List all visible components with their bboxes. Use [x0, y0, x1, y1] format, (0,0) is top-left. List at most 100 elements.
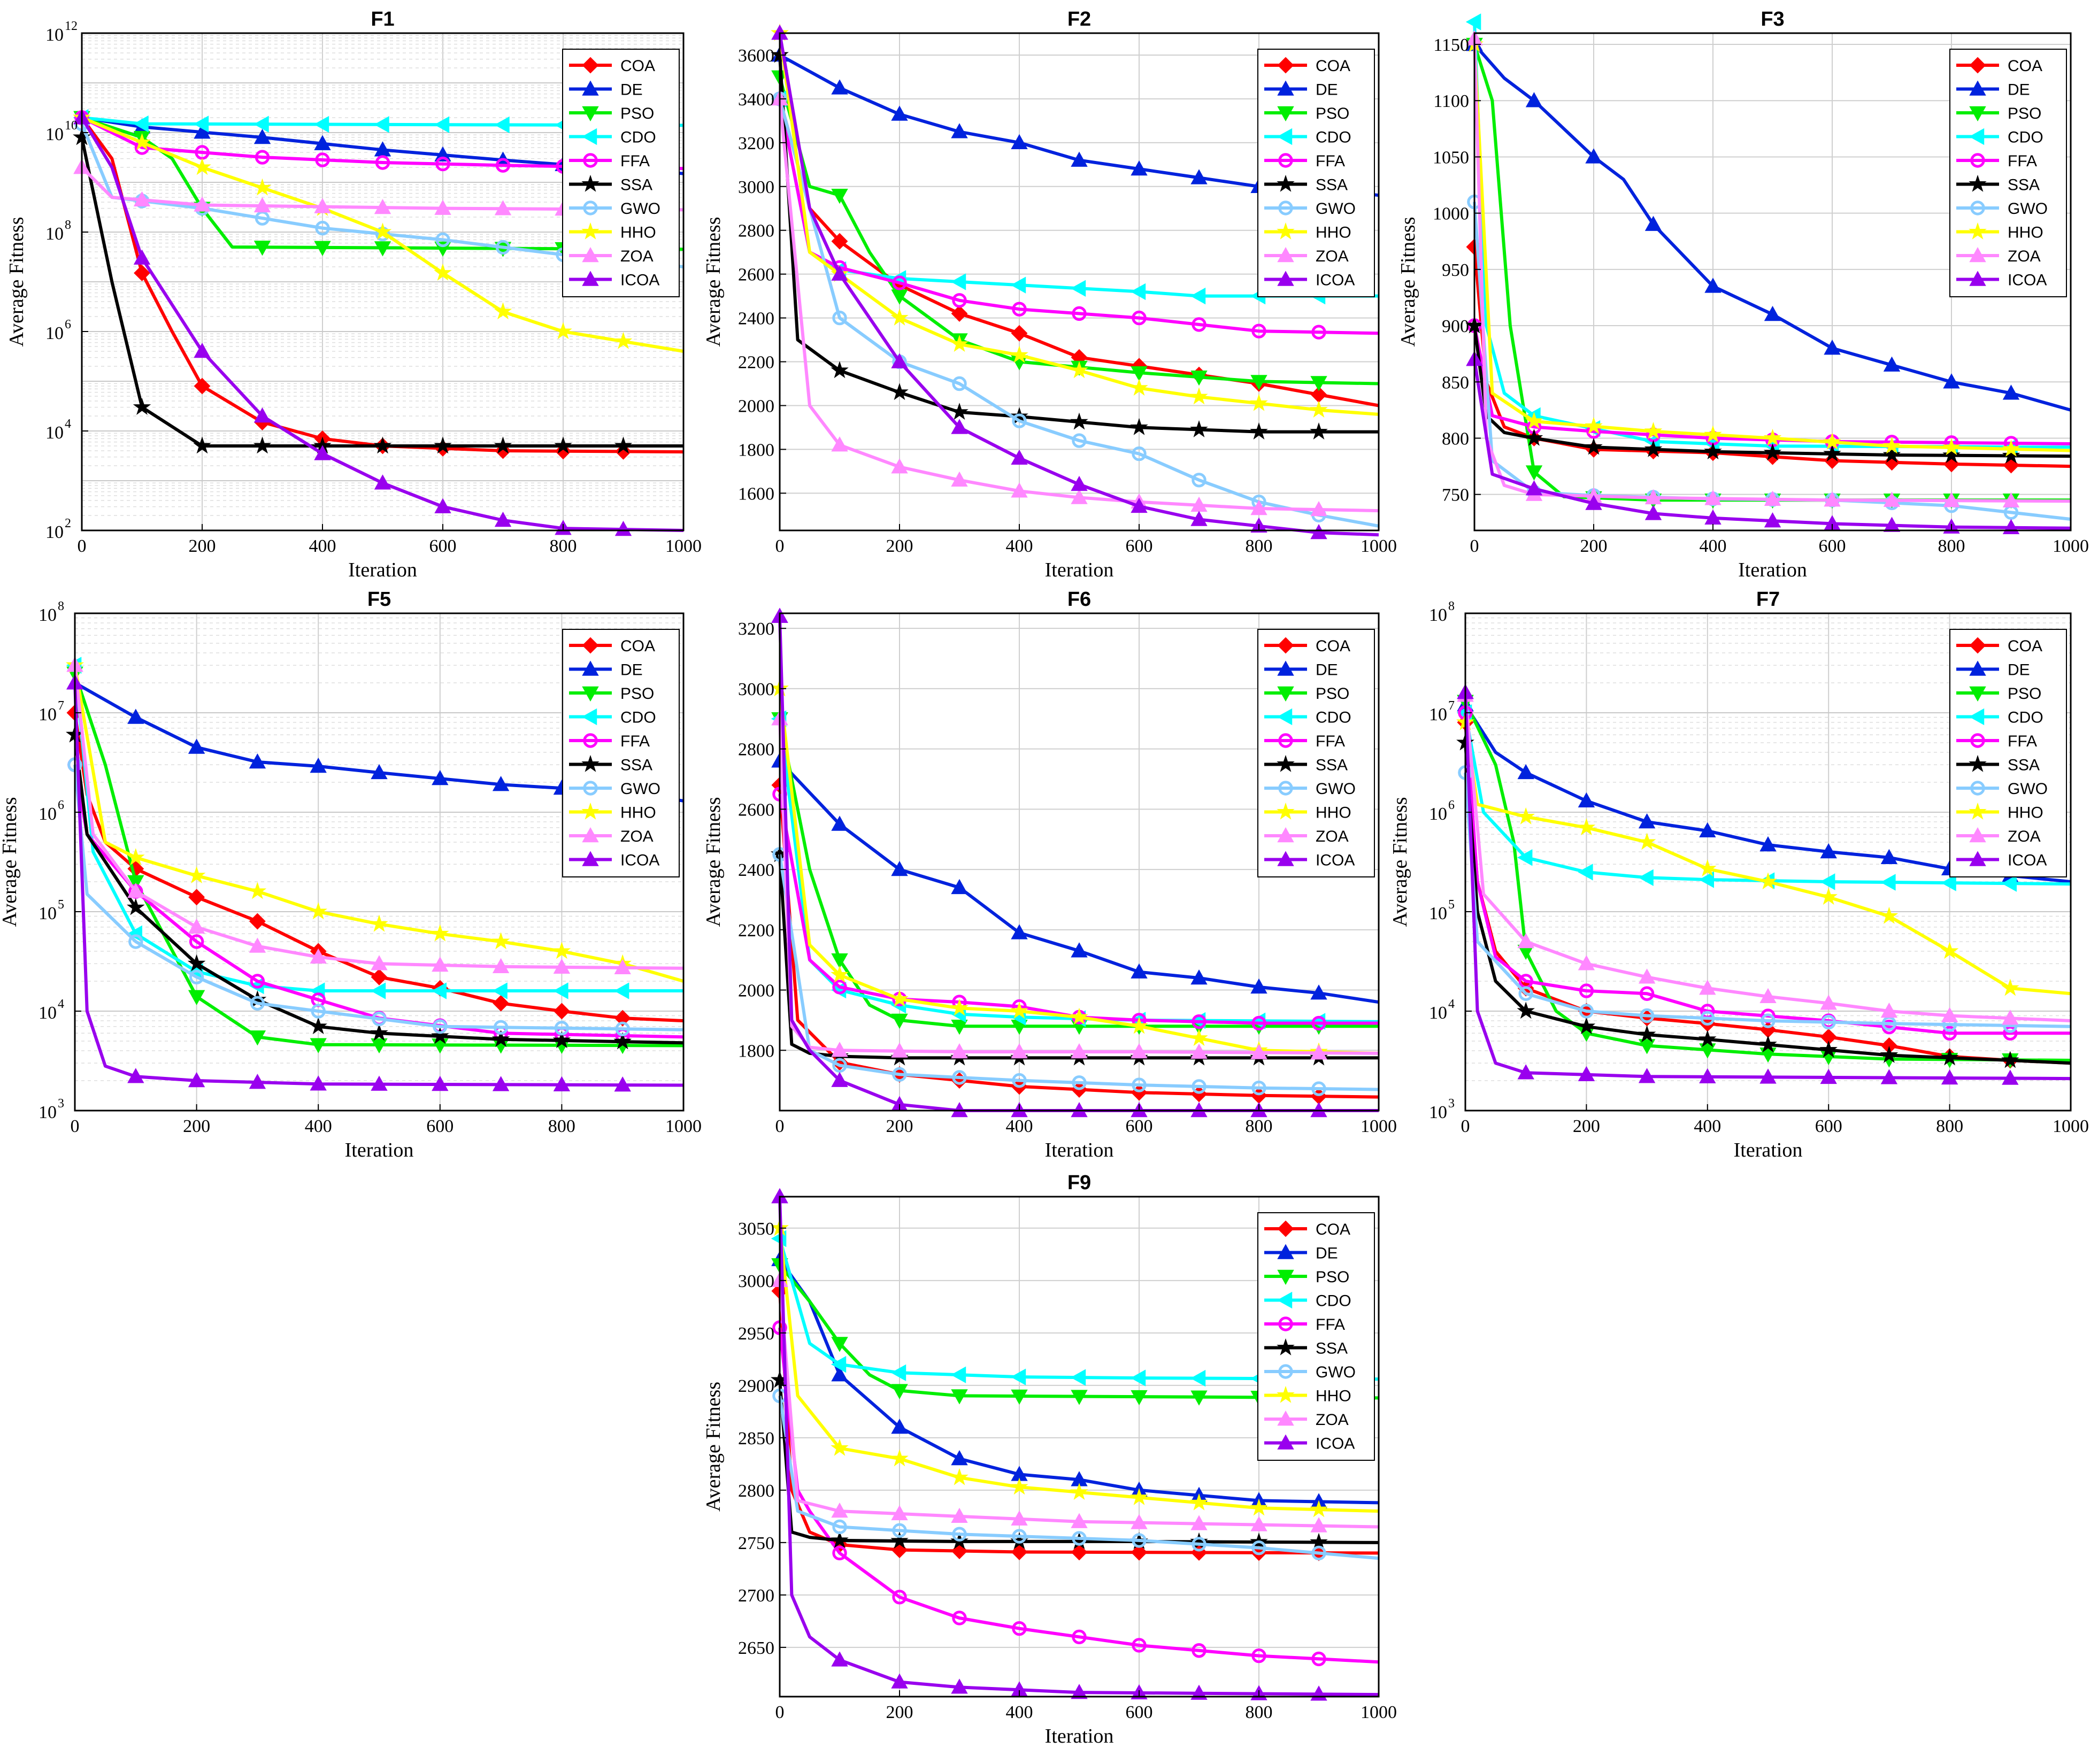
- data-point-icoa: [1071, 1684, 1088, 1699]
- data-point-icoa: [1883, 517, 1901, 532]
- series-line-cdo: [1464, 712, 2071, 886]
- data-point-hho: [494, 302, 512, 320]
- chart-title: F7: [1756, 588, 1780, 611]
- y-tick-label: 2000: [738, 981, 774, 1001]
- data-point-ffa: [1579, 983, 1594, 998]
- legend-label-cdo: CDO: [1316, 1292, 1351, 1310]
- data-point-hho: [133, 133, 151, 150]
- legend-marker: [1278, 781, 1293, 796]
- x-tick-label: 1000: [2053, 1116, 2089, 1136]
- legend-label-icoa: ICOA: [1316, 1435, 1355, 1453]
- series-line-pso: [778, 718, 1379, 1028]
- data-point-ssa: [1310, 422, 1328, 440]
- data-point-zoa: [1578, 955, 1595, 970]
- data-point-icoa: [1638, 1068, 1656, 1083]
- data-point-de: [891, 861, 908, 876]
- legend-marker: [583, 733, 598, 748]
- x-tick-label: 400: [1006, 536, 1033, 556]
- data-point-zoa: [492, 958, 510, 974]
- data-point-gwo: [615, 1021, 630, 1037]
- chart-panel-f9: 0 200 400 600 800 1000 2650 2700 2750 2800 2850 290…: [702, 1172, 1397, 1747]
- x-tick-label: 0: [775, 1703, 785, 1722]
- data-point-pso: [374, 241, 391, 257]
- y-tick-label: 10: [45, 323, 64, 343]
- y-tick-exponent: 5: [58, 898, 64, 912]
- data-point-ssa: [187, 954, 206, 972]
- data-point-zoa: [1883, 491, 1901, 507]
- data-point-ssa: [1130, 418, 1148, 435]
- legend-label-hho: HHO: [2008, 804, 2043, 822]
- y-axis-label: Average Fitness: [1389, 797, 1411, 927]
- data-point-gwo: [372, 1011, 387, 1027]
- data-point-gwo: [495, 240, 511, 255]
- data-point-icoa: [1764, 512, 1781, 528]
- x-tick-label: 0: [775, 536, 785, 556]
- data-point-icoa: [831, 1072, 848, 1087]
- data-point-cdo: [494, 116, 510, 134]
- data-point-de: [1883, 356, 1901, 372]
- x-tick-label: 0: [775, 1116, 785, 1136]
- data-point-icoa: [1820, 1068, 1837, 1084]
- data-point-ssa: [1525, 428, 1543, 446]
- legend-marker: [581, 128, 597, 145]
- data-point-icoa: [1190, 511, 1208, 526]
- data-point-ffa: [1251, 323, 1266, 338]
- data-point-hho: [193, 158, 211, 175]
- data-point-ssa: [193, 436, 211, 454]
- legend-label-pso: PSO: [2008, 105, 2041, 122]
- data-point-cdo: [1130, 1369, 1146, 1386]
- legend-marker: [1277, 1410, 1294, 1426]
- legend-label-hho: HHO: [620, 224, 656, 242]
- y-tick-label: 10: [39, 1103, 57, 1122]
- plot-frame: [779, 32, 1380, 531]
- series-line-ffa: [778, 98, 1379, 335]
- legend-label-de: DE: [1316, 661, 1338, 679]
- data-point-hho: [1130, 379, 1148, 396]
- data-point-zoa: [194, 196, 211, 212]
- chart-title: F3: [1761, 8, 1784, 30]
- y-tick-label: 10: [45, 224, 64, 244]
- data-point-ffa: [1072, 306, 1087, 321]
- data-point-ssa: [1940, 1048, 1959, 1066]
- legend-marker: [1969, 686, 1986, 702]
- legend-marker: [1278, 153, 1293, 168]
- legend-marker: [582, 247, 599, 263]
- data-point-cdo: [614, 982, 629, 999]
- data-point-pso: [1638, 1039, 1656, 1054]
- data-point-zoa: [374, 199, 391, 214]
- data-point-ssa: [370, 1023, 388, 1041]
- legend-marker: [1277, 1244, 1294, 1259]
- data-point-hho: [1517, 807, 1535, 825]
- y-tick-label: 850: [1442, 373, 1469, 392]
- plot-frame: [74, 612, 685, 1112]
- data-point-cdo: [1517, 849, 1533, 866]
- series-line-gwo: [73, 765, 684, 1031]
- x-tick-label: 800: [1246, 536, 1273, 556]
- data-point-ssa: [1704, 442, 1722, 459]
- y-tick-label: 3400: [738, 90, 774, 110]
- data-point-zoa: [2002, 492, 2020, 507]
- legend-marker: [581, 174, 600, 192]
- data-point-ssa: [614, 436, 633, 454]
- y-tick-label: 2850: [738, 1429, 774, 1449]
- x-axis-label: Iteration: [1738, 559, 1807, 581]
- legend-marker: [582, 271, 599, 286]
- data-point-cdo: [434, 116, 450, 133]
- legend-label-hho: HHO: [620, 804, 656, 822]
- data-point-gwo: [1192, 473, 1206, 488]
- legend-label-cdo: CDO: [1316, 709, 1351, 727]
- data-point-hho: [1250, 1498, 1268, 1516]
- data-point-de: [1820, 843, 1837, 859]
- data-point-cdo: [1010, 276, 1026, 294]
- data-point-zoa: [1131, 1043, 1148, 1059]
- data-point-gwo: [952, 1070, 967, 1085]
- legend-marker: [583, 153, 598, 168]
- y-tick-label: 10: [45, 25, 64, 45]
- data-point-cdo: [133, 115, 149, 133]
- data-point-de: [951, 879, 968, 895]
- legend-marker: [1278, 1364, 1293, 1379]
- legend-marker: [1969, 827, 1986, 843]
- chart-title: F6: [1067, 588, 1091, 611]
- legend: COA DE PSO CDO FFA SSA GWO HHO ZOA ICOA: [562, 629, 680, 877]
